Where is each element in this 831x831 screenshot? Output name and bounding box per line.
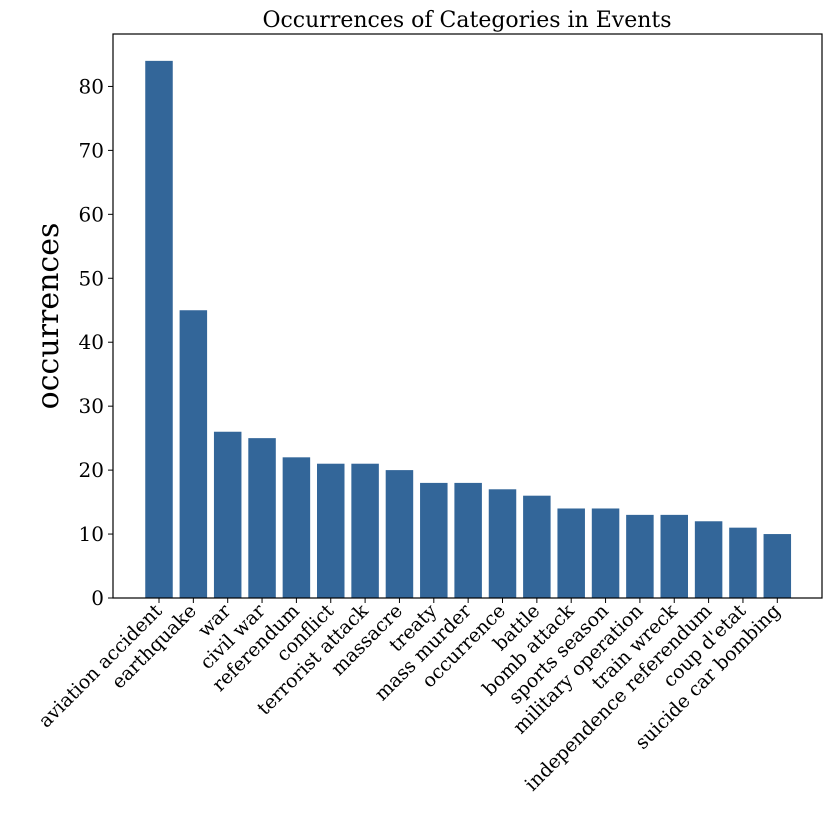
- bar-battle: [523, 495, 551, 598]
- bar-treaty: [420, 482, 448, 598]
- y-tick-label: 20: [79, 458, 104, 482]
- y-tick-label: 10: [79, 522, 104, 546]
- chart-title: Occurrences of Categories in Events: [262, 8, 671, 33]
- y-tick-label: 60: [79, 202, 104, 226]
- bar-conflict: [317, 463, 345, 598]
- bar-earthquake: [179, 310, 208, 598]
- y-tick-label: 0: [91, 586, 104, 610]
- bar-war: [213, 431, 242, 598]
- bar-mass-murder: [454, 482, 482, 598]
- bar-suicide-car-bombing: [763, 534, 792, 598]
- bar-bomb-attack: [557, 508, 585, 598]
- bar-aviation-accident: [145, 60, 173, 599]
- bar-military-operation: [626, 514, 654, 598]
- bar-civil-war: [248, 438, 276, 598]
- bar-referendum: [282, 457, 311, 598]
- bar-occurrence: [488, 489, 517, 598]
- bar-sports-season: [591, 508, 620, 598]
- y-tick-label: 30: [79, 394, 104, 418]
- bar-train-wreck: [660, 514, 688, 598]
- y-tick-label: 80: [79, 74, 104, 98]
- bar-terrorist-attack: [351, 463, 379, 598]
- y-axis-ticks: 0 10 20 30 40 50 60 70 80: [79, 74, 113, 610]
- plot-frame: [112, 33, 823, 599]
- bar-massacre: [385, 470, 414, 598]
- y-tick-label: 50: [79, 266, 104, 290]
- y-tick-label: 70: [79, 138, 104, 162]
- bar-coup-d-etat: [729, 527, 757, 598]
- y-axis-label: occurrences: [31, 223, 66, 410]
- bar-independence-referendum: [694, 521, 723, 598]
- y-tick-label: 40: [79, 330, 104, 354]
- bars-group: [145, 60, 792, 599]
